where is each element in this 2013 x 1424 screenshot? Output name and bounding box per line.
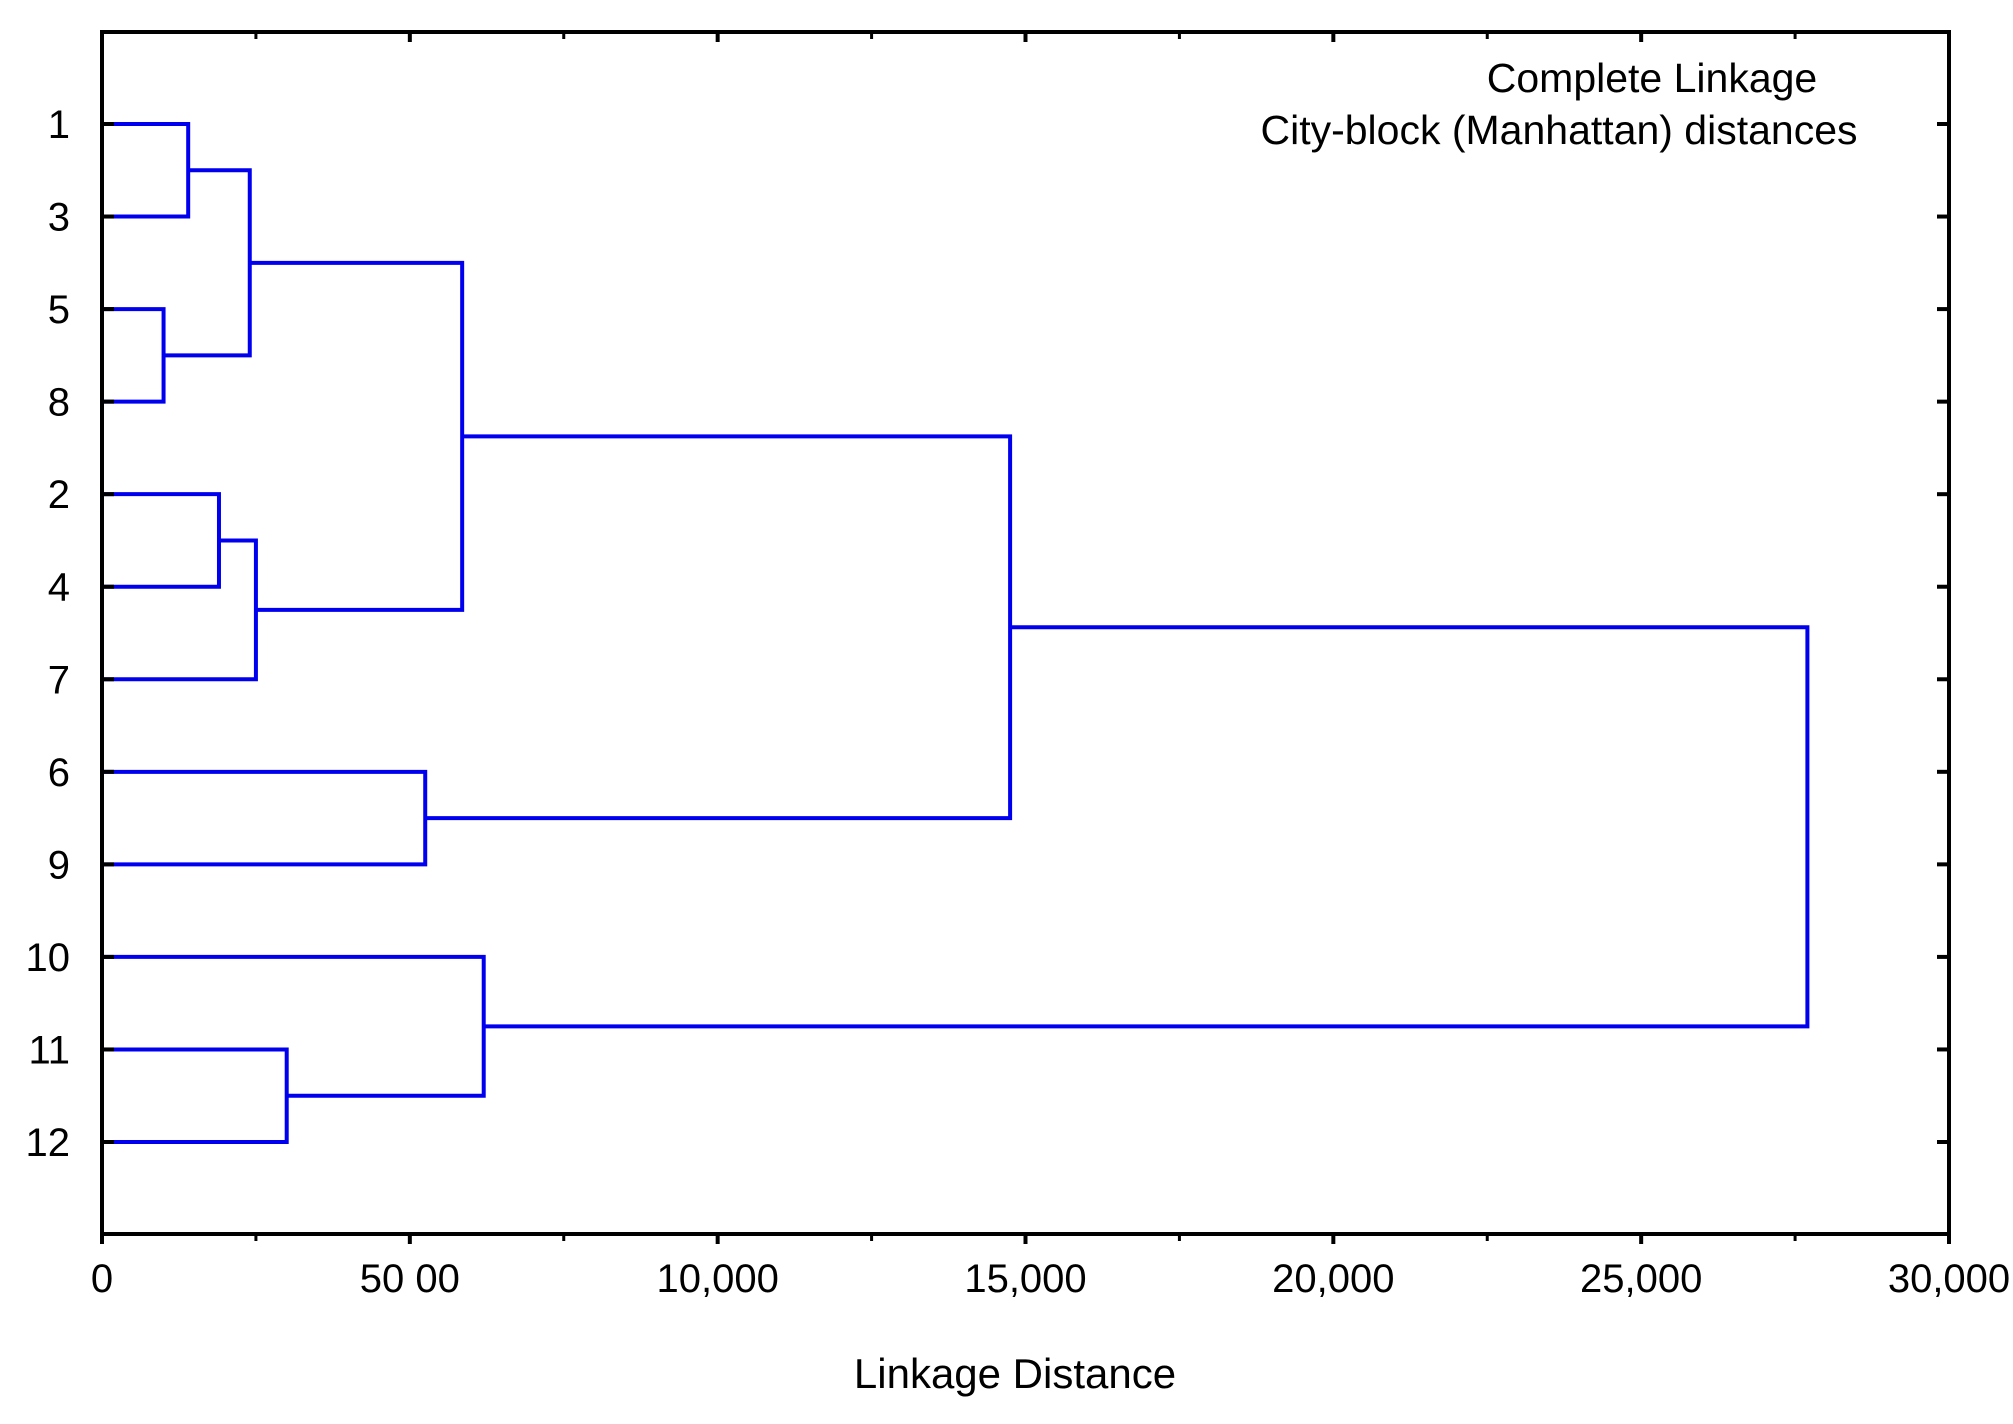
leaf-label-8: 8 <box>48 381 70 425</box>
x-axis-title: Linkage Distance <box>854 1350 1176 1397</box>
leaf-label-11: 11 <box>28 1028 70 1072</box>
axis-labels: 1 3 5 8 2 4 7 6 9 10 11 12 0 50 00 10,000 15,000 20,000 2… <box>26 103 2011 1301</box>
x-tick-label-6: 30,000 <box>1888 1257 2010 1301</box>
dendrogram-link-c24 <box>102 492 221 589</box>
leaf-label-2: 2 <box>48 473 70 517</box>
x-tick-label-2: 10,000 <box>656 1257 778 1301</box>
leaf-label-5: 5 <box>48 288 70 332</box>
dendrogram-link-cB <box>425 434 1013 821</box>
leaf-label-10: 10 <box>26 936 71 980</box>
leaf-label-9: 9 <box>48 843 70 887</box>
x-tick-label-5: 25,000 <box>1580 1257 1702 1301</box>
x-tick-label-1: 50 00 <box>360 1257 460 1301</box>
dendrogram-link-c58 <box>102 307 166 404</box>
dendrogram-link-c69 <box>102 769 428 867</box>
leaf-label-12: 12 <box>26 1121 71 1165</box>
dendrogram-link-c1358 <box>163 168 252 358</box>
dendrogram-links <box>102 122 1810 1144</box>
leaf-label-6: 6 <box>48 751 70 795</box>
annotation-line-2: City-block (Manhattan) distances <box>1260 107 1857 153</box>
plot-frame <box>100 30 1951 1236</box>
dendrogram-link-c1112 <box>102 1047 289 1144</box>
leaf-label-4: 4 <box>48 566 70 610</box>
x-tick-label-3: 15,000 <box>964 1257 1086 1301</box>
dendrogram-link-cA <box>249 260 465 612</box>
annotation-line-1: Complete Linkage <box>1487 55 1817 101</box>
leaf-label-1: 1 <box>48 103 70 147</box>
leaf-label-3: 3 <box>48 196 70 240</box>
dendrogram-link-c13 <box>102 122 191 219</box>
x-tick-label-0: 0 <box>91 1257 113 1301</box>
dendrogram-link-root <box>483 625 1810 1029</box>
axis-ticks <box>100 32 1951 1244</box>
leaf-label-7: 7 <box>48 658 70 702</box>
x-tick-label-4: 20,000 <box>1272 1257 1394 1301</box>
dendrogram-link-cC <box>102 954 486 1098</box>
dendrogram-link-c247 <box>102 538 258 682</box>
